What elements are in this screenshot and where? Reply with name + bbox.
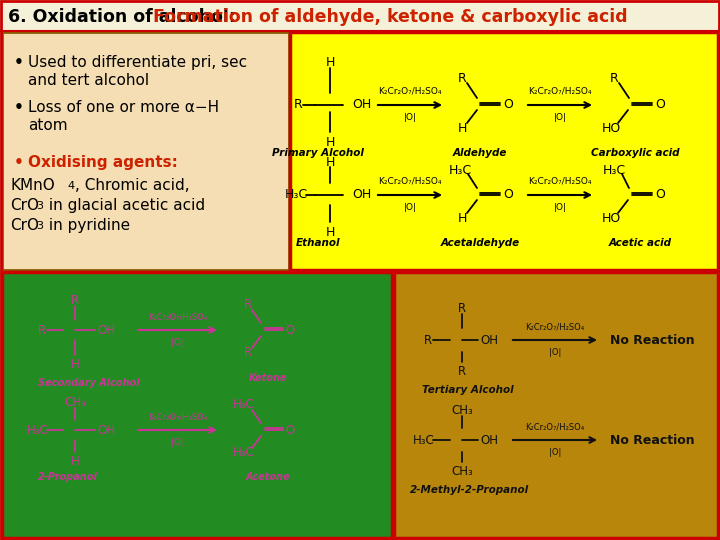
Text: |O|: |O|	[554, 203, 567, 212]
Text: Acetone: Acetone	[246, 472, 290, 482]
Text: H₃C: H₃C	[449, 164, 472, 177]
Text: |O|: |O|	[403, 203, 416, 212]
Text: HO: HO	[601, 122, 621, 134]
Text: R: R	[38, 323, 46, 336]
Text: CH₃: CH₃	[64, 395, 86, 408]
Text: |O|: |O|	[549, 448, 561, 457]
Text: R: R	[610, 71, 618, 84]
Text: H: H	[325, 136, 335, 149]
Text: Ketone: Ketone	[248, 373, 287, 383]
Bar	[2, 32, 289, 270]
Text: H: H	[325, 226, 335, 239]
Text: H: H	[71, 358, 79, 371]
Text: O: O	[285, 323, 294, 336]
Text: |O|: |O|	[549, 348, 561, 357]
Text: O: O	[503, 188, 513, 201]
Text: H: H	[325, 156, 335, 168]
Text: Used to differentiate pri, sec: Used to differentiate pri, sec	[28, 55, 247, 70]
Text: CrO: CrO	[10, 218, 39, 233]
Text: HO: HO	[601, 212, 621, 225]
Text: R: R	[424, 334, 432, 347]
Text: K₂Cr₂O₇/H₂SO₄: K₂Cr₂O₇/H₂SO₄	[378, 87, 442, 96]
Text: CrO: CrO	[10, 198, 39, 213]
Bar	[2, 272, 392, 538]
Text: O: O	[655, 188, 665, 201]
Text: Loss of one or more α−H: Loss of one or more α−H	[28, 100, 219, 115]
Text: K₂Cr₂O₇/H₂SO₄: K₂Cr₂O₇/H₂SO₄	[526, 422, 585, 431]
Text: No Reaction: No Reaction	[610, 434, 695, 447]
Text: Tertiary Alcohol: Tertiary Alcohol	[422, 385, 513, 395]
Text: K₂Cr₂O₇/H₂SO₄: K₂Cr₂O₇/H₂SO₄	[528, 87, 592, 96]
Text: CH₃: CH₃	[451, 465, 473, 478]
Text: Aldehyde: Aldehyde	[453, 148, 507, 158]
Text: K₂Cr₂O₇/H₂SO₄: K₂Cr₂O₇/H₂SO₄	[528, 177, 592, 186]
Text: H: H	[457, 212, 467, 225]
Text: |O|: |O|	[171, 338, 184, 347]
Text: and tert alcohol: and tert alcohol	[28, 73, 149, 88]
Text: Carboxylic acid: Carboxylic acid	[590, 148, 679, 158]
Text: Formation of aldehyde, ketone & carboxylic acid: Formation of aldehyde, ketone & carboxyl…	[153, 8, 628, 26]
Text: Secondary Alcohol: Secondary Alcohol	[38, 378, 140, 388]
Text: Primary Alcohol: Primary Alcohol	[272, 148, 364, 158]
Text: No Reaction: No Reaction	[610, 334, 695, 347]
Text: , Chromic acid,: , Chromic acid,	[75, 178, 189, 193]
Text: H₃C: H₃C	[27, 423, 49, 436]
Text: 4: 4	[67, 181, 74, 191]
Text: K₂Cr₂O₇/H₂SO₄: K₂Cr₂O₇/H₂SO₄	[378, 177, 442, 186]
Text: O: O	[285, 423, 294, 436]
Text: R: R	[244, 299, 252, 312]
Text: H: H	[71, 455, 79, 468]
Text: 2-Methyl-2-Propanol: 2-Methyl-2-Propanol	[410, 485, 529, 495]
Text: |O|: |O|	[171, 438, 184, 447]
Text: O: O	[503, 98, 513, 111]
Text: KMnO: KMnO	[10, 178, 55, 193]
Text: Oxidising agents:: Oxidising agents:	[28, 155, 178, 170]
Text: |O|: |O|	[403, 113, 416, 122]
Text: R: R	[244, 346, 252, 359]
Bar	[394, 272, 718, 538]
Text: atom: atom	[28, 118, 68, 133]
Text: OH: OH	[480, 434, 498, 447]
Text: |O|: |O|	[554, 113, 567, 122]
Text: O: O	[655, 98, 665, 111]
Text: H: H	[325, 56, 335, 69]
Text: 3: 3	[36, 201, 43, 211]
Text: H: H	[457, 122, 467, 134]
Bar	[290, 32, 718, 270]
Bar	[1, 1, 719, 31]
Text: •: •	[14, 100, 24, 115]
Text: 2-Propanol: 2-Propanol	[38, 472, 98, 482]
Text: CH₃: CH₃	[451, 403, 473, 416]
Text: Acetaldehyde: Acetaldehyde	[441, 238, 520, 248]
Text: H₃C: H₃C	[233, 446, 255, 458]
Text: OH: OH	[97, 423, 115, 436]
Text: R: R	[458, 365, 466, 378]
Text: H₃C: H₃C	[413, 434, 435, 447]
Text: •: •	[14, 155, 24, 170]
Text: 6. Oxidation of alcohol:: 6. Oxidation of alcohol:	[8, 8, 242, 26]
Text: Ethanol: Ethanol	[296, 238, 341, 248]
Text: K₂Cr₂O₇/H₂SO₄: K₂Cr₂O₇/H₂SO₄	[526, 322, 585, 331]
Text: OH: OH	[97, 323, 115, 336]
Text: OH: OH	[480, 334, 498, 347]
Text: H₃C: H₃C	[284, 188, 307, 201]
Text: K₂Cr₂O₇/H₂SO₄: K₂Cr₂O₇/H₂SO₄	[148, 412, 207, 421]
Text: in pyridine: in pyridine	[44, 218, 130, 233]
Text: •: •	[14, 55, 24, 70]
Text: in glacial acetic acid: in glacial acetic acid	[44, 198, 205, 213]
Text: R: R	[294, 98, 302, 111]
Text: H₃C: H₃C	[603, 164, 626, 177]
Text: 3: 3	[36, 221, 43, 231]
Text: OH: OH	[352, 188, 372, 201]
Text: R: R	[71, 294, 79, 307]
Text: R: R	[458, 301, 466, 314]
Text: R: R	[458, 71, 467, 84]
Text: Acetic acid: Acetic acid	[608, 238, 672, 248]
Text: K₂Cr₂O₇/H₂SO₄: K₂Cr₂O₇/H₂SO₄	[148, 312, 207, 321]
Text: H₃C: H₃C	[233, 399, 255, 411]
Text: OH: OH	[352, 98, 372, 111]
